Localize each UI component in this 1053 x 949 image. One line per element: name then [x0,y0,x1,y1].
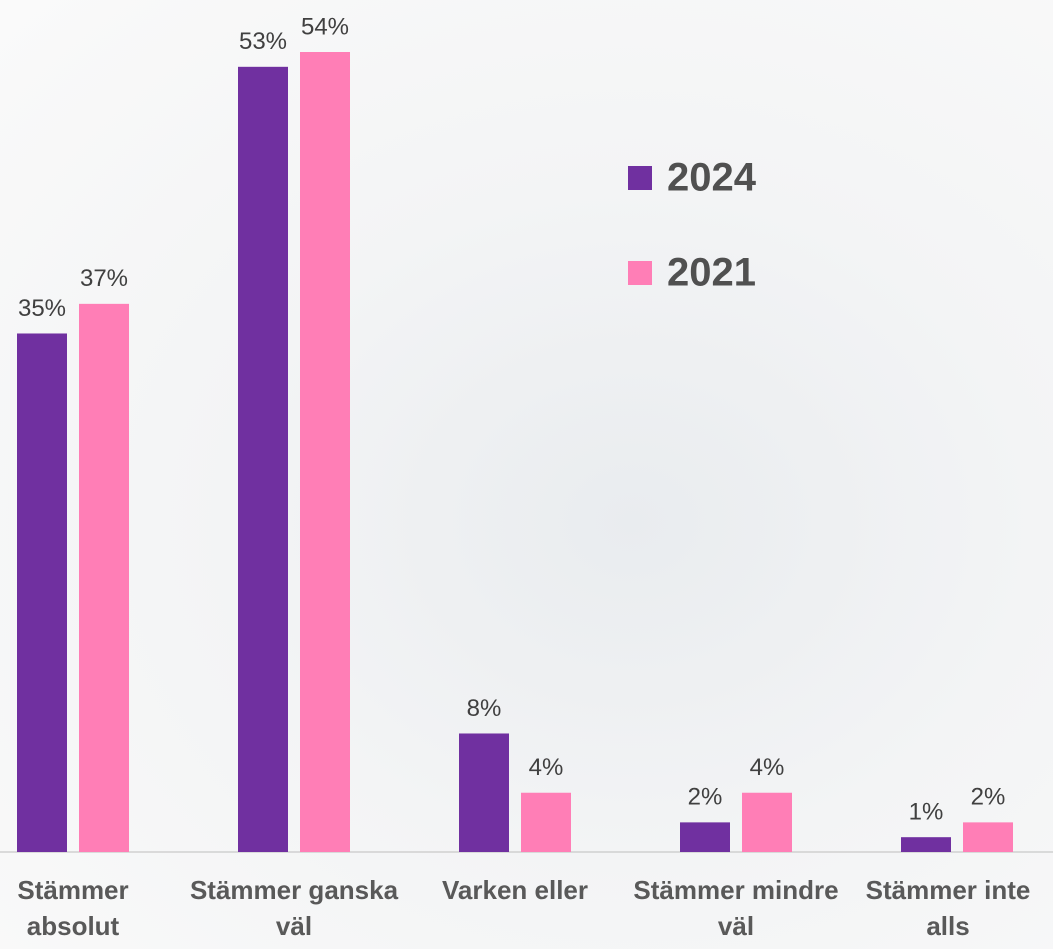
bar [17,333,67,853]
data-label: 4% [529,754,564,781]
bar [521,792,571,852]
legend-swatch [628,261,652,285]
x-tick-label: Stämmer ganska väl [189,875,399,941]
data-label: 2% [688,784,723,811]
data-label: 8% [467,695,502,722]
bar [79,303,129,853]
bar [963,822,1013,852]
data-label: 1% [909,799,944,826]
bar [459,733,509,852]
data-label: 2% [971,784,1006,811]
x-tick-label: Varken eller [442,875,588,905]
data-label: 35% [18,295,66,322]
bar [742,792,792,852]
bar [680,822,730,852]
data-label: 37% [80,265,128,292]
bar [238,66,288,852]
bar [901,837,951,852]
legend-label: 2024 [667,156,757,200]
data-label: 54% [301,13,349,40]
data-label: 4% [750,754,785,781]
data-label: 53% [239,28,287,55]
x-tick-label: Stämmer absolut [17,875,129,941]
x-tick-label: Stämmer inte alls [865,875,1031,941]
legend-swatch [628,166,652,190]
legend-label: 2021 [667,251,756,295]
bar [300,52,350,852]
x-tick-label: Stämmer mindre väl [633,875,839,941]
